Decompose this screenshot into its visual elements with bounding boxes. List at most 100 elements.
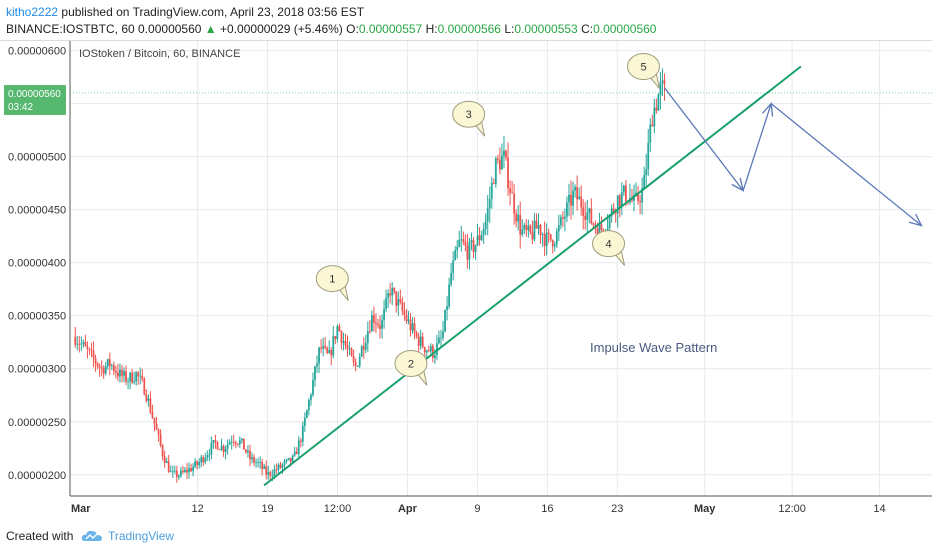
candle-body <box>147 398 150 401</box>
candle-body <box>153 417 156 424</box>
low-label: L: <box>504 22 515 36</box>
candle-body <box>188 468 190 473</box>
candle-body <box>448 284 451 307</box>
candle-body <box>438 337 440 344</box>
candle-body <box>395 291 398 306</box>
candle-body <box>242 438 245 450</box>
candle-body <box>322 345 325 349</box>
candle-body <box>610 208 613 217</box>
last-price-badge-value: 0.00000560 <box>8 89 61 100</box>
candle-body <box>651 124 654 127</box>
candle-body <box>462 239 465 243</box>
candle-body <box>663 80 666 85</box>
candle-body <box>377 323 379 326</box>
publish-line: kitho2222 published on TradingView.com, … <box>6 5 364 19</box>
symbol-label: BINANCE:IOSTBTC, 60 <box>6 22 135 36</box>
candle-body <box>175 470 178 478</box>
candle-body <box>458 240 461 247</box>
candle-body <box>92 350 95 358</box>
candle-body <box>360 346 363 357</box>
candle-body <box>659 82 662 95</box>
y-tick-label: 0.00000600 <box>8 46 66 58</box>
candle-body <box>173 470 176 472</box>
candle-body <box>297 440 300 455</box>
candle-body <box>112 365 115 371</box>
candle-body <box>222 445 225 452</box>
candle-body <box>368 331 371 333</box>
candle-body <box>354 362 357 367</box>
candle-body <box>379 325 381 329</box>
candle-body <box>155 423 158 430</box>
candle-body <box>486 208 489 222</box>
candle-body <box>169 471 172 473</box>
candle-body <box>655 107 658 111</box>
x-tick-label: 16 <box>541 503 553 515</box>
candle-body <box>464 242 467 246</box>
candle-body <box>228 442 231 445</box>
candle-body <box>539 224 542 235</box>
wave-label-2: 2 <box>408 358 414 370</box>
candle-body <box>488 199 491 209</box>
candle-body <box>192 466 194 472</box>
candle-body <box>121 369 123 376</box>
candle-body <box>513 193 516 214</box>
x-tick-label: 14 <box>873 503 885 515</box>
close-label: C: <box>581 22 594 36</box>
candle-body <box>553 244 556 247</box>
close-value: 0.00000560 <box>593 22 657 36</box>
candles <box>70 68 932 483</box>
candle-body <box>356 366 359 367</box>
candle-body <box>119 369 121 377</box>
candle-body <box>499 159 501 170</box>
candle-body <box>330 349 333 356</box>
x-tick-label: Apr <box>398 503 418 515</box>
ohlc-line: BINANCE:IOSTBTC, 60 0.00000560 ▲ +0.0000… <box>6 22 656 36</box>
candle-body <box>214 440 217 443</box>
candle-body <box>460 239 463 241</box>
author-link[interactable]: kitho2222 <box>6 5 59 19</box>
candle-body <box>641 187 644 203</box>
candle-body <box>190 468 192 472</box>
candle-body <box>348 348 351 350</box>
candle-body <box>442 331 444 338</box>
candle-body <box>576 187 579 200</box>
published-text: published on TradingView.com, April 23, … <box>61 5 365 19</box>
candle-body <box>568 194 570 203</box>
candle-body <box>96 363 99 367</box>
candle-body <box>482 228 485 235</box>
candle-body <box>245 449 247 453</box>
wave-bubble <box>592 230 626 258</box>
candle-body <box>204 457 207 463</box>
candle-body <box>305 410 308 418</box>
candle-body <box>622 185 625 193</box>
candle-body <box>218 449 221 451</box>
candle-body <box>533 220 536 240</box>
candle-body <box>387 293 390 298</box>
candle-body <box>129 372 132 382</box>
candle-body <box>291 455 294 462</box>
candle-body <box>106 359 109 367</box>
candle-body <box>76 343 79 345</box>
candle-body <box>281 464 284 468</box>
x-axis: Mar 12 19 12:00 Apr 9 16 23 May 12:00 14 <box>71 503 886 515</box>
candle-body <box>206 455 209 458</box>
x-tick-label: 9 <box>474 503 480 515</box>
open-value: 0.00000557 <box>358 22 423 36</box>
tradingview-brand[interactable]: TradingView <box>108 529 175 543</box>
candle-body <box>468 242 471 260</box>
candle-body <box>557 225 560 232</box>
candle-body <box>110 365 113 366</box>
candle-body <box>259 462 262 463</box>
candle-body <box>566 202 568 217</box>
candle-body <box>580 196 583 208</box>
candle-body <box>200 457 203 463</box>
y-tick-label: 0.00000450 <box>8 205 66 217</box>
candle-body <box>257 462 260 463</box>
candle-body <box>596 228 599 238</box>
candle-body <box>117 372 119 377</box>
candle-body <box>182 470 184 472</box>
candle-body <box>452 260 455 273</box>
candle-body <box>476 235 479 246</box>
candle-body <box>535 220 538 229</box>
